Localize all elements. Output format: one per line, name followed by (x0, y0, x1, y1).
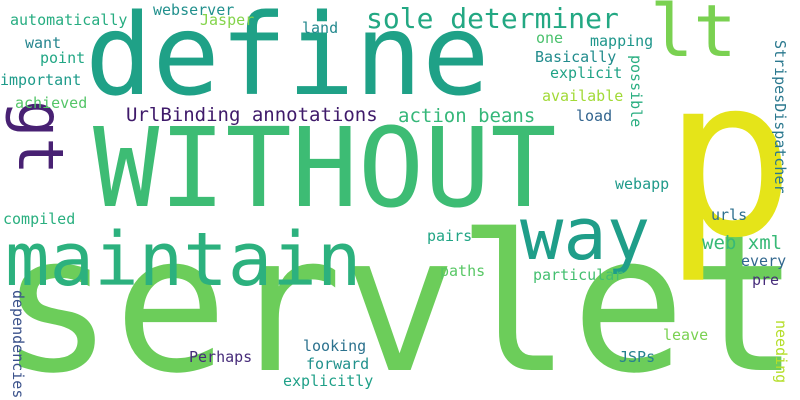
word-define: define (85, 0, 490, 121)
word-forward: forward (306, 355, 370, 373)
word-perhaps: Perhaps (189, 348, 253, 366)
word-needing: needing (772, 320, 790, 384)
word-compiled: compiled (3, 210, 76, 228)
word-achieved: achieved (15, 94, 88, 112)
word-web-xml: web xml (702, 232, 783, 254)
word-webapp: webapp (615, 175, 670, 193)
word-looking: looking (303, 337, 367, 355)
word-jsps: JSPs (619, 348, 656, 366)
word-every: every (741, 252, 787, 270)
word-lt: lt (650, 0, 737, 73)
word-load: load (576, 107, 613, 125)
word-available: available (542, 87, 624, 105)
word-urls: urls (711, 206, 748, 224)
word-p: p (663, 30, 796, 286)
word-maintain: maintain (5, 217, 362, 303)
word-particular: particular (533, 266, 624, 284)
word-pre: pre (752, 271, 780, 289)
word-land: land (302, 19, 339, 37)
word-important: important (0, 71, 82, 89)
word-way: way (520, 192, 651, 276)
word-paths: paths (440, 262, 486, 280)
word-urlbinding-annotations: UrlBinding annotations (126, 104, 378, 126)
word-action-beans: action beans (398, 105, 536, 127)
word-automatically: automatically (10, 11, 128, 29)
word-without: WITHOUT (93, 104, 557, 232)
word-mapping: mapping (590, 32, 654, 50)
word-possible: possible (627, 55, 645, 128)
word-want: want (25, 34, 62, 52)
word-point: point (40, 49, 86, 67)
word-basically: Basically (535, 48, 617, 66)
word-explicit: explicit (550, 64, 623, 82)
word-dependencies: dependencies (9, 290, 27, 399)
word-jasper: Jasper (200, 11, 255, 29)
word-sole-determiner: sole determiner (366, 2, 619, 35)
word-explicitly: explicitly (283, 372, 374, 390)
word-stripesdispatcher: StripesDispatcher (771, 40, 789, 194)
word-servlet: servlet (0, 194, 800, 400)
word-pairs: pairs (427, 227, 473, 245)
word-one: one (536, 29, 564, 47)
word-leave: leave (663, 326, 709, 344)
word-webserver: webserver (153, 1, 235, 19)
